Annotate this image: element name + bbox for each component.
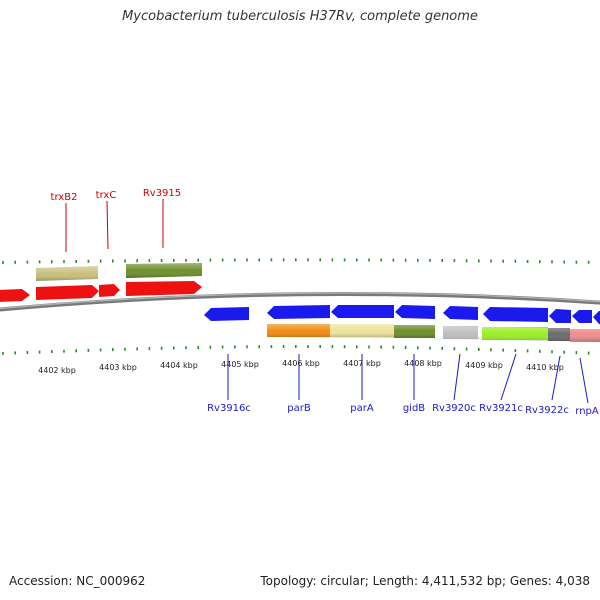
gene-label-parB[interactable]: parB [287, 403, 311, 414]
kbp-label-4406: 4406 kbp [282, 359, 320, 368]
feature-trxC-gene[interactable] [99, 284, 120, 297]
gene-label-Rv3916c[interactable]: Rv3916c [207, 403, 251, 414]
genome-title: Mycobacterium tuberculosis H37Rv, comple… [122, 9, 478, 24]
kbp-label-4404: 4404 kbp [160, 361, 198, 370]
feature-rnpA-gene[interactable] [572, 310, 592, 323]
gene-label-Rv3922c[interactable]: Rv3922c [525, 405, 569, 416]
gene-label-Rv3915[interactable]: Rv3915 [143, 188, 181, 199]
kbp-label-4410: 4410 kbp [526, 363, 564, 372]
gene-label-gidB[interactable]: gidB [403, 403, 425, 414]
feature-parB-gene[interactable] [267, 305, 330, 319]
accession-text: Accession: NC_000962 [9, 574, 146, 588]
feature-gidB-gene[interactable] [395, 305, 435, 319]
feature-shading [36, 263, 600, 342]
feature-trxB2-gene[interactable] [36, 285, 99, 300]
feature-parA-gene[interactable] [331, 305, 394, 318]
kbp-label-4402: 4402 kbp [38, 366, 76, 375]
gene-label-trxC[interactable]: trxC [96, 190, 117, 201]
kbp-label-4407: 4407 kbp [343, 359, 381, 368]
gene-label-rnpA[interactable]: rnpA [575, 406, 599, 417]
feature-Rv3922c-gene[interactable] [549, 309, 571, 323]
gene-label-Rv3921c[interactable]: Rv3921c [479, 403, 523, 414]
feature-reverse-gene-end[interactable] [593, 311, 600, 324]
gene-label-trxB2[interactable]: trxB2 [51, 192, 78, 203]
feature-Rv3920c-gene[interactable] [443, 306, 478, 320]
genome-summary-text: Topology: circular; Length: 4,411,532 bp… [260, 574, 590, 588]
feature-forward-gene-1[interactable] [0, 289, 30, 302]
feature-Rv3916c-gene[interactable] [204, 307, 249, 321]
kbp-label-4409: 4409 kbp [465, 361, 503, 370]
feature-Rv3915-gene[interactable] [126, 281, 202, 296]
outer-tick-ring [2, 258, 590, 264]
genome-backbone [0, 292, 600, 312]
inner-tick-ring [2, 345, 590, 355]
kbp-label-4403: 4403 kbp [99, 363, 137, 372]
reverse-features [36, 263, 600, 342]
feature-Rv3921c-gene[interactable] [483, 307, 548, 322]
gene-label-Rv3920c[interactable]: Rv3920c [432, 403, 476, 414]
kbp-label-4405: 4405 kbp [221, 360, 259, 369]
genome-backbone-highlight [0, 292, 600, 310]
gene-label-parA[interactable]: parA [350, 403, 374, 414]
kbp-label-4408: 4408 kbp [404, 359, 442, 368]
label-leaders [65, 199, 589, 404]
